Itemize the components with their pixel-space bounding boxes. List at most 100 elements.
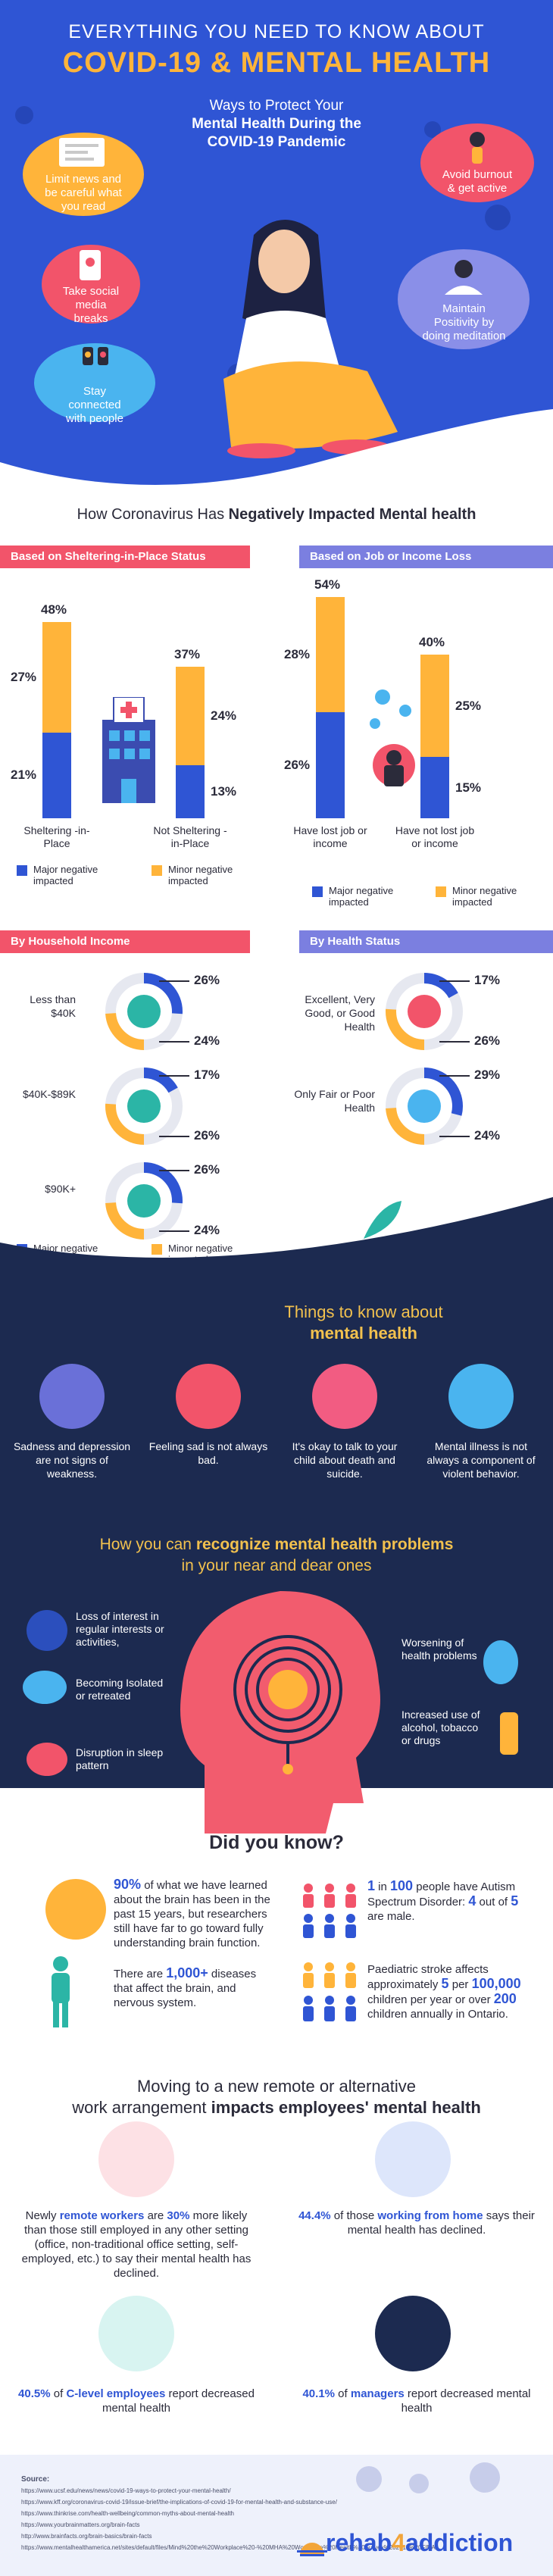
bar-minor-label: 28% xyxy=(284,647,311,661)
dyk-diseases-hl: 1,000+ xyxy=(166,1965,208,1980)
dyk-autism-mid4: are male. xyxy=(367,1910,415,1923)
bar-major xyxy=(176,764,205,818)
donut-arc-major xyxy=(105,1162,183,1240)
tip-text: Maintain Positivity by doing meditation xyxy=(422,302,506,342)
donut-leader xyxy=(159,1136,189,1137)
recognize-title-bold: recognize mental health problems xyxy=(195,1536,454,1553)
bar-minor xyxy=(420,655,449,757)
bar-major-label: 15% xyxy=(455,780,482,795)
work-title-pre: work arrangement xyxy=(72,2098,211,2117)
hospital-icon xyxy=(102,697,155,803)
sick-person-icon xyxy=(408,1089,441,1123)
thing-text: It's okay to talk to your child about de… xyxy=(292,1440,398,1480)
dyk-autism-hl3: 4 xyxy=(468,1893,476,1909)
sunrise-logo-icon xyxy=(297,2543,327,2556)
source-link[interactable]: https://www.thinkrise.com/health-wellbei… xyxy=(21,2510,235,2517)
dyk-brain-text: of what we have learned about the brain … xyxy=(114,1879,270,1949)
legend-major: Major negative impacted xyxy=(312,885,411,908)
dyk-diseases-post: diseases that affect the brain, and nerv… xyxy=(114,1968,257,2009)
donut-row: $40K-$89K 17% 26% xyxy=(0,1064,276,1148)
donut-row: $90K+ 26% 24% xyxy=(0,1159,276,1243)
donut-row: Excellent, Very Good, or Good Health 17% 2… xyxy=(276,970,553,1053)
donut-chart xyxy=(386,973,463,1050)
source-link[interactable]: https://www.kff.org/coronavirus-covid-19… xyxy=(21,2499,337,2506)
sign-text-right-2: Increased use of alcohol, tobacco or dru… xyxy=(401,1708,480,1746)
donut-minor-label: 26% xyxy=(474,1033,501,1048)
job-chart: 54% 28% 26% Have lost job or income 40% 25% 15… xyxy=(276,576,553,894)
donut-label: Excellent, Very Good, or Good Health xyxy=(305,993,375,1033)
manager-icon xyxy=(375,2296,451,2371)
head-profile-illustration xyxy=(180,1591,380,1834)
people-group-icon xyxy=(303,1884,356,1938)
dyk-autism-mid3: out of xyxy=(476,1896,511,1909)
legend-major-text: Major negative impacted xyxy=(329,885,394,908)
healthy-person-icon xyxy=(408,995,441,1028)
bar-minor xyxy=(176,667,205,765)
tip-text: Avoid burnout & get active xyxy=(442,168,513,195)
things-title-line1: Things to know about xyxy=(284,1302,443,1321)
dark-wave xyxy=(0,1197,553,1273)
dyk-diseases: There are 1,000+ diseases that affect th… xyxy=(114,1966,273,2010)
donut-leader xyxy=(159,1075,189,1077)
sleepless-person-icon xyxy=(27,1743,67,1776)
dyk-autism: 1 in 100 people have Autism Spectrum Dis… xyxy=(367,1879,534,1924)
thing-item: Feeling sad is not always bad. xyxy=(148,1364,269,1467)
donut-label: $90K+ xyxy=(45,1183,76,1195)
bar-total-label: 37% xyxy=(174,647,201,662)
source-link[interactable]: http://www.brainfacts.org/brain-basics/b… xyxy=(21,2533,152,2540)
brand-logo[interactable]: rehab4addiction xyxy=(326,2529,513,2557)
bar-minor-label: 24% xyxy=(211,708,237,723)
source-link[interactable]: https://www.ucsf.edu/news/news/covid-19-… xyxy=(21,2487,231,2494)
home-worker-icon xyxy=(375,2121,451,2197)
sign-text-left-2: Becoming Isolated or retreated xyxy=(76,1677,164,1702)
logo-text-pre: rehab xyxy=(326,2529,392,2556)
shelter-tab: Based on Sheltering-in-Place Status xyxy=(0,546,250,568)
donut-minor-label: 26% xyxy=(194,1128,220,1143)
donut-chart xyxy=(105,973,183,1050)
logo-text-num: 4 xyxy=(392,2529,405,2556)
legend-minor: Minor negative impacted xyxy=(152,864,250,886)
work-home-hl1: 44.4% xyxy=(298,2209,331,2222)
donut-arc-major xyxy=(386,1068,463,1145)
hero-subtitle-line2: Mental Health During the xyxy=(192,116,361,132)
tip-bubble-meditation: Maintain Positivity by doing meditation xyxy=(398,246,530,352)
bar-minor xyxy=(42,621,71,733)
footer xyxy=(0,2455,553,2576)
work-managers: 40.1% of managers report decreased menta… xyxy=(295,2387,538,2415)
legend-swatch-minor xyxy=(152,865,162,876)
tip-bubble-stay-connected: Stay connected with people xyxy=(34,341,155,425)
health-donuts: Excellent, Very Good, or Good Health 17% 2… xyxy=(276,970,553,1167)
dyk-title: Did you know? xyxy=(209,1832,344,1853)
thing-item: It's okay to talk to your child about de… xyxy=(284,1364,405,1480)
human-body-icon xyxy=(52,1956,70,2027)
dyk-stroke-mid: per xyxy=(448,1978,472,1991)
hero-title-line2: COVID-19 & MENTAL HEALTH xyxy=(62,47,491,79)
work-managers-hl2: managers xyxy=(350,2387,405,2400)
donut-minor-label: 24% xyxy=(194,1223,220,1237)
things-title-line2: mental health xyxy=(310,1324,417,1343)
donut-major-label: 29% xyxy=(474,1068,501,1082)
work-remote-hl2: 30% xyxy=(167,2209,190,2222)
donut-major-label: 17% xyxy=(474,973,501,987)
tip-text: Take social media breaks xyxy=(62,285,120,325)
sick-person-icon xyxy=(483,1640,518,1684)
dyk-autism-hl4: 5 xyxy=(511,1893,519,1909)
bar-major-label: 26% xyxy=(284,757,311,772)
brain-glasses-icon xyxy=(45,1879,106,1940)
legend-swatch-minor xyxy=(152,1244,162,1255)
donut-chart xyxy=(105,1068,183,1145)
hero-wave xyxy=(0,409,553,485)
donut-row: Only Fair or Poor Health 29% 24% xyxy=(276,1064,553,1148)
work-remote-hl1: remote workers xyxy=(59,2209,145,2222)
tip-bubble-avoid-burnout: Avoid burnout & get active xyxy=(420,121,534,205)
bubble-shape xyxy=(34,343,155,422)
virus-icon xyxy=(485,205,511,230)
bar-major-label: 21% xyxy=(11,767,37,783)
donut-leader xyxy=(159,1170,189,1171)
source-link[interactable]: https://www.yourbrainmatters.org/brain-f… xyxy=(21,2521,140,2528)
worried-woman-illustration xyxy=(223,220,398,458)
tip-bubble-limit-news: Limit news and be careful what you read xyxy=(23,129,144,220)
bottle-icon xyxy=(500,1712,518,1755)
hero-section: EVERYTHING YOU NEED TO KNOW ABOUT COVID-… xyxy=(0,0,553,485)
